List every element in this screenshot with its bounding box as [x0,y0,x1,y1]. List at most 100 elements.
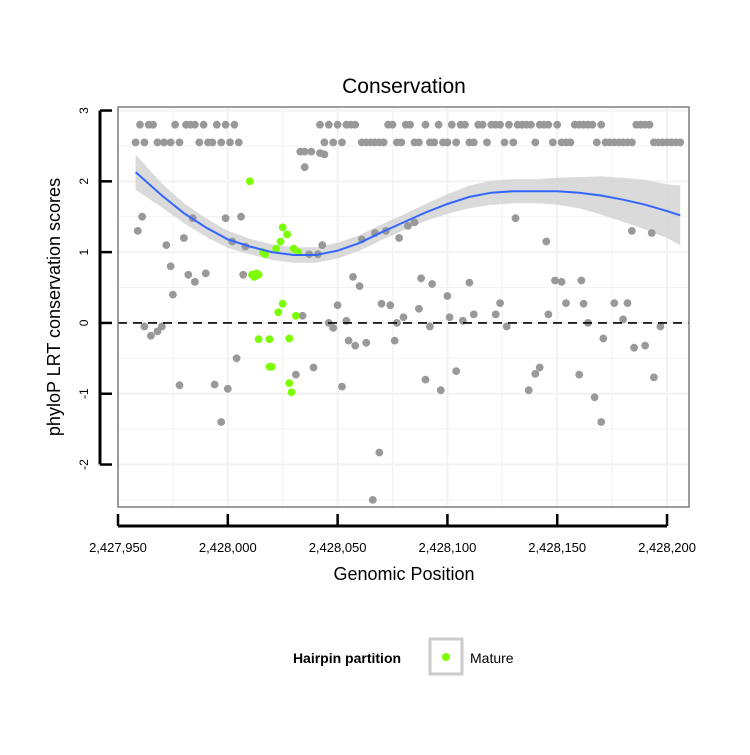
hairpin-point [184,270,193,279]
y-tick-label: 0 [77,319,91,326]
mature-point [287,388,296,397]
hairpin-point [623,299,632,307]
hairpin-point [169,290,177,299]
mature-point [278,299,287,308]
hairpin-point [390,336,399,345]
hairpin-point [230,120,239,129]
hairpin-point [362,338,371,347]
hairpin-point [430,138,439,147]
legend: Hairpin partition Mature [293,637,514,676]
x-axis-title: Genomic Position [333,564,474,584]
hairpin-point [443,292,452,300]
hairpin-point [221,120,230,129]
hairpin-point [338,382,346,391]
x-tick-label: 2,428,100 [419,540,477,555]
hairpin-point [133,227,142,235]
hairpin-point [592,138,601,147]
loess-confidence-band [135,154,681,263]
hairpin-point [320,150,329,159]
hairpin-point [452,138,461,147]
hairpin-point [647,229,656,237]
hairpin-point [421,120,430,129]
hairpin-point [469,138,478,147]
hairpin-point [232,354,241,363]
hairpin-point [630,343,638,352]
x-tick-label: 2,428,200 [638,540,696,555]
hairpin-point [436,386,445,395]
hairpin-point [324,120,333,129]
hairpin-point [544,310,553,319]
hairpin-point [292,370,300,379]
hairpin-point [375,448,384,457]
hairpin-point [175,138,184,147]
hairpin-point [496,120,504,129]
hairpin-point [483,138,491,147]
hairpin-point [138,212,147,221]
hairpin-point [368,496,377,504]
hairpin-point [226,138,234,147]
hairpin-point [199,120,208,129]
hairpin-point [548,138,557,147]
hairpin-point [329,138,338,147]
hairpin-point [166,138,175,147]
hairpin-point [406,120,414,129]
mature-point [285,379,294,387]
chart-title: Conservation [342,75,466,98]
hairpin-point [171,120,180,129]
y-tick-label: 3 [77,107,91,114]
hairpin-point [333,301,342,310]
hairpin-point [426,322,434,331]
hairpin-point [212,120,221,129]
hairpin-point [566,138,575,147]
hairpin-point [208,138,217,147]
hairpin-point [527,120,535,129]
hairpin-point [349,273,357,281]
hairpin-point [166,262,175,271]
hairpin-point [351,341,360,350]
hairpin-point [452,367,461,375]
hairpin-point [201,269,210,278]
x-tick-label: 2,428,050 [309,540,367,555]
hairpin-point [650,373,658,382]
hairpin-point [221,214,230,223]
hairpin-point [239,270,248,279]
hairpin-point [298,311,307,320]
mature-point [265,335,274,344]
hairpin-point [415,304,423,313]
hairpin-point [465,278,474,287]
hairpin-point [379,138,388,147]
hairpin-point [180,234,188,242]
mature-point [261,250,269,259]
hairpin-point [344,336,353,345]
hairpin-point [421,375,430,384]
x-tick-label: 2,428,150 [528,540,586,555]
hairpin-point [210,380,219,389]
hairpin-point [131,138,140,147]
hairpin-point [300,163,309,172]
mature-point [285,334,294,343]
hairpin-point [478,120,487,129]
hairpin-point [307,147,316,156]
hairpin-point [404,222,412,230]
hairpin-point [542,237,551,246]
hairpin-point [577,276,586,285]
hairpin-point [619,315,627,324]
y-axis-title: phyloP LRT conservation scores [44,178,64,436]
smooth-line-layer [134,171,681,256]
hairpin-point [531,138,540,147]
hairpin-point [191,120,199,129]
hairpin-point [531,370,540,378]
hairpin-point [656,322,665,331]
hairpin-point [195,138,204,147]
hairpin-point [136,120,144,129]
hairpin-point [524,386,533,395]
hairpin-point [140,322,149,331]
hairpin-point [511,214,520,223]
hairpin-point [388,120,397,129]
hairpin-point [160,138,169,147]
hairpin-point [300,147,309,156]
hairpin-point [355,282,364,290]
hairpin-point [562,299,570,307]
